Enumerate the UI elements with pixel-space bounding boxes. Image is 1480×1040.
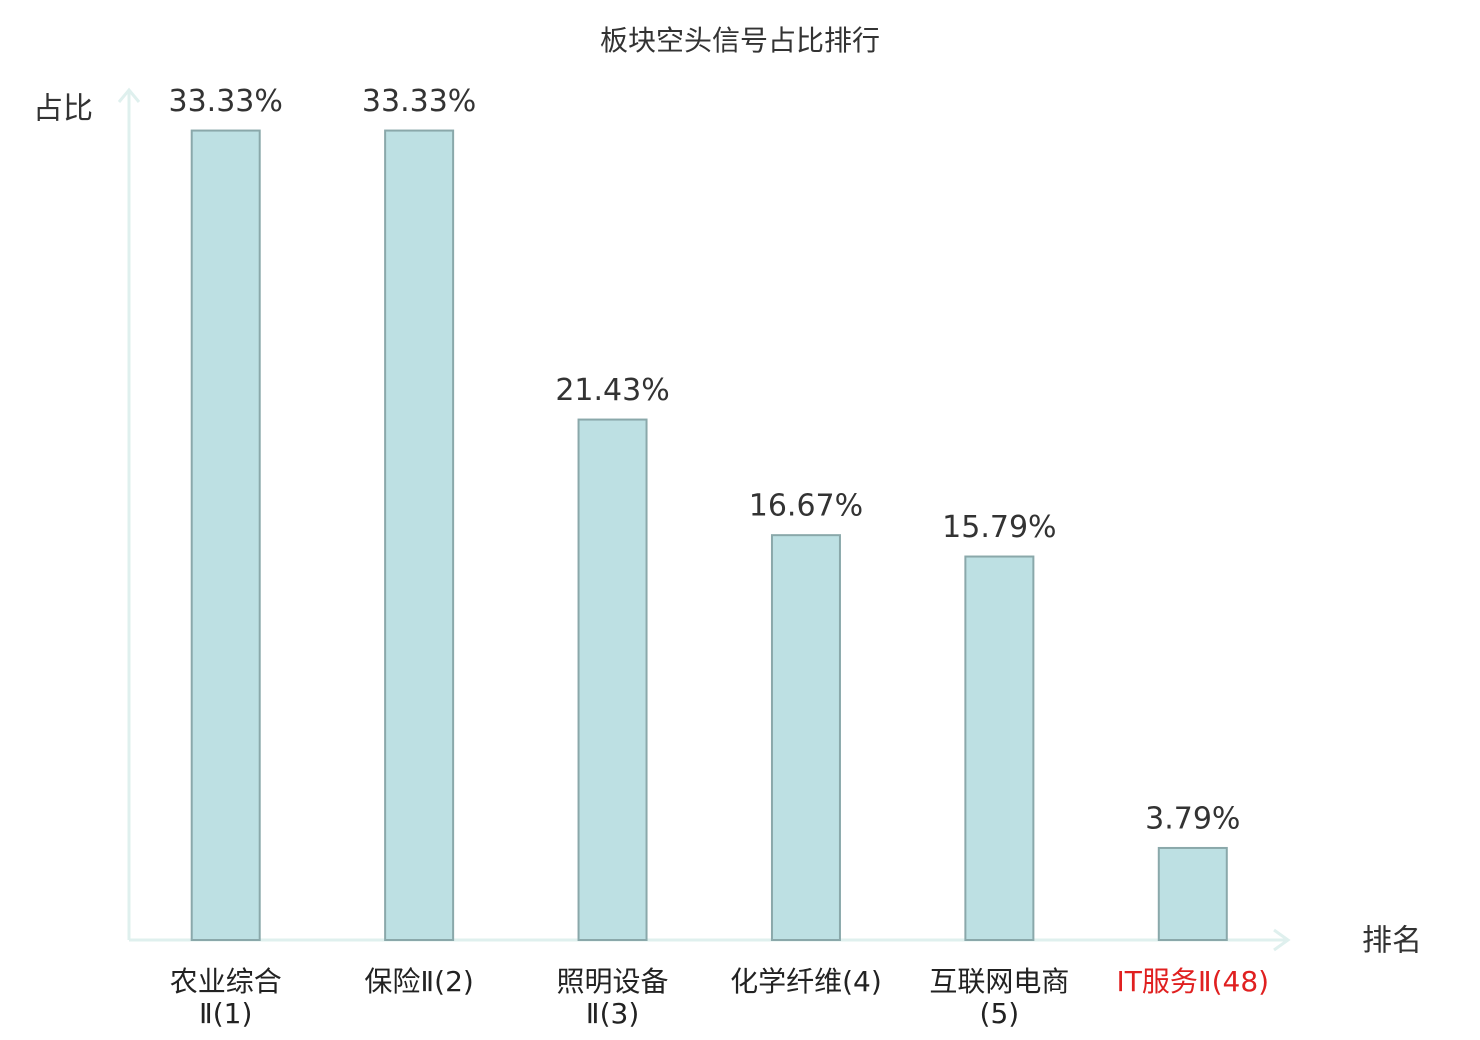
x-tick-label: 化学纤维(4)	[730, 965, 882, 998]
x-tick-label: 农业综合Ⅱ(1)	[169, 965, 282, 1030]
value-label: 3.79%	[1145, 801, 1240, 836]
value-label: 21.43%	[555, 373, 669, 408]
value-label: 33.33%	[362, 84, 476, 119]
bar	[1157, 846, 1228, 942]
bar	[190, 129, 261, 942]
bar	[384, 129, 455, 942]
x-tick-label: 照明设备Ⅱ(3)	[556, 965, 669, 1030]
bar	[964, 555, 1035, 941]
y-arrow	[117, 87, 141, 103]
axes	[117, 87, 1291, 952]
x-arrow	[1273, 928, 1291, 952]
bar	[770, 534, 841, 942]
value-label: 15.79%	[942, 510, 1056, 545]
bar	[577, 418, 648, 941]
x-axis-label: 排名	[1362, 924, 1422, 959]
value-label: 33.33%	[169, 84, 283, 119]
x-tick-label: 互联网电商(5)	[929, 965, 1070, 1030]
value-label: 16.67%	[749, 489, 863, 524]
y-axis-label: 占比	[33, 92, 93, 127]
x-tick-label: IT服务Ⅱ(48)	[1116, 965, 1270, 998]
chart-title: 板块空头信号占比排行	[600, 24, 880, 57]
x-tick-label: 保险Ⅱ(2)	[364, 965, 474, 998]
